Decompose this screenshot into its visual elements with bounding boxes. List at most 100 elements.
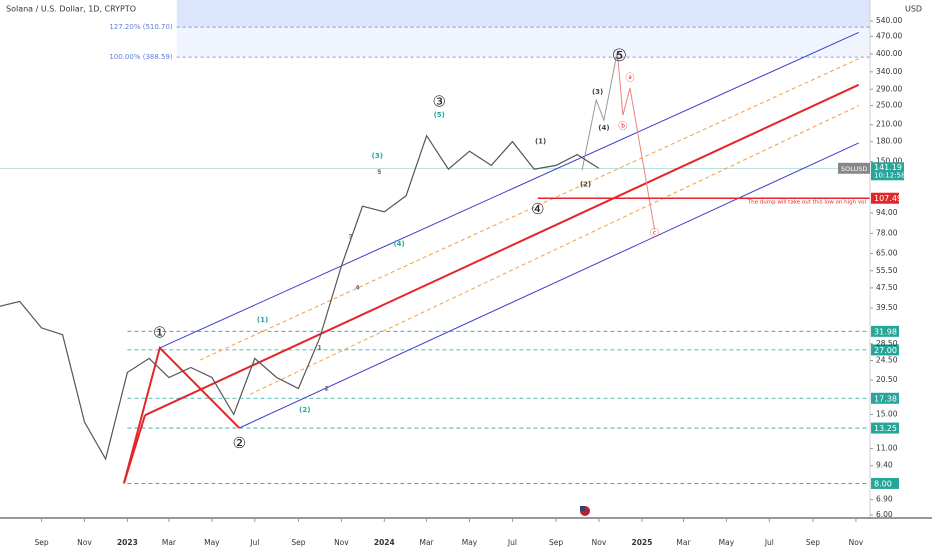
plot-area [0, 0, 870, 484]
y-tick-label: 65.00 [876, 248, 898, 257]
y-tick-label: 9.40 [876, 461, 893, 470]
x-tick-label: Nov [592, 538, 607, 547]
y-tick-label: 47.50 [876, 283, 898, 292]
fib-zone [176, 0, 870, 28]
wave-label: (5) [434, 111, 445, 119]
wave-label: (1) [535, 138, 546, 146]
y-tick-label: 94.00 [876, 208, 898, 217]
x-tick-label: Jul [507, 538, 517, 547]
drawing-line [122, 345, 241, 484]
level-tag-label: 17.38 [874, 394, 897, 403]
y-tick-label: 78.00 [876, 228, 898, 237]
y-tick-label: 11.00 [876, 443, 898, 452]
price-axis [870, 0, 932, 518]
drawing-line [239, 142, 859, 429]
wave-label: (4) [598, 124, 609, 132]
wave-label: ③ [432, 93, 445, 111]
low-line-tag [871, 192, 899, 204]
wave-label: 1 [317, 344, 321, 351]
wave-label: (2) [299, 406, 310, 414]
x-tick-label: Nov [77, 538, 92, 547]
fib-label: 100.00% (388.59) [109, 53, 173, 61]
x-tick-label: Mar [419, 538, 434, 547]
y-tick-label: 6.90 [876, 495, 893, 504]
level-tag [871, 344, 899, 356]
level-tag [871, 392, 899, 404]
y-tick-label: 28.50 [876, 339, 898, 348]
wave-label: ⓒ [650, 228, 659, 239]
x-tick-label: May [204, 538, 220, 547]
wave-label: ① [153, 323, 166, 341]
event-flag-canton [580, 506, 585, 511]
y-tick-label: 250.00 [876, 101, 902, 110]
x-tick-label: Jul [764, 538, 774, 547]
y-tick-label: 150.00 [876, 157, 902, 166]
y-tick-label: 15.00 [876, 409, 898, 418]
level-tag-label: 13.25 [874, 424, 897, 433]
axis-layer: 31.98 27.00 17.38 13.25 8.00 540.00 470.00 400.… [870, 16, 905, 519]
x-tick-label: Nov [334, 538, 349, 547]
price-line [0, 134, 600, 461]
y-tick-label: 470.00 [876, 31, 902, 40]
wave-label: 5 [377, 169, 381, 176]
y-tick-label: 55.50 [876, 266, 898, 275]
y-tick-label: 400.00 [876, 49, 902, 58]
wave-label: ② [233, 434, 246, 452]
x-tick-label: Jul [249, 538, 259, 547]
wave-label: ④ [531, 200, 544, 218]
level-tag [871, 422, 899, 434]
drawing-line [159, 31, 859, 349]
x-tick-label: Sep [34, 538, 48, 547]
x-tick-label: Nov [849, 538, 864, 547]
level-tag [871, 325, 899, 337]
wave-label: (1) [257, 316, 268, 324]
chart-title: Solana / U.S. Dollar, 1D, CRYPTO [6, 5, 136, 14]
y-tick-label: 540.00 [876, 16, 902, 25]
x-tick-label: Mar [676, 538, 691, 547]
x-tick-label: Sep [291, 538, 305, 547]
x-tick-label: 2025 [632, 538, 653, 547]
countdown-label: 10:12:58 [874, 171, 905, 179]
drawing-line [122, 414, 146, 484]
symbol-tag-label: SOLUSD [841, 165, 867, 173]
y-tick-label: 20.50 [876, 375, 898, 384]
low-line-note: The dump will take out this low on high … [747, 200, 867, 206]
last-price-tag [871, 162, 904, 181]
drawing-line [616, 52, 656, 230]
y-tick-label: 290.00 [876, 84, 902, 93]
x-tick-label: 2024 [374, 538, 395, 547]
x-tick-label: Mar [162, 538, 177, 547]
wave-label: 3 [348, 234, 352, 241]
wave-label: ⓑ [618, 121, 627, 132]
y-tick-label: 340.00 [876, 67, 902, 76]
wave-label: (2) [580, 180, 591, 188]
y-tick-label: 180.00 [876, 137, 902, 146]
wave-label: 2 [325, 386, 329, 393]
drawing-line [249, 105, 859, 395]
wave-label: ⓐ [625, 73, 634, 84]
level-tag [871, 477, 899, 489]
wave-label: (4) [393, 240, 404, 248]
drawing-line [581, 52, 618, 171]
x-tick-label: 2023 [117, 538, 138, 547]
y-tick-label: 24.50 [876, 356, 898, 365]
wave-label: (3) [372, 152, 383, 160]
wave-label: ⑤ [612, 46, 627, 66]
low-line-tag-label: 107.49 [874, 194, 902, 203]
last-price-label: 141.19 [874, 163, 902, 172]
x-tick-label: May [462, 538, 478, 547]
x-tick-label: May [719, 538, 735, 547]
drawing-line [199, 58, 859, 361]
y-tick-label: 6.00 [876, 510, 893, 519]
level-tag-label: 31.98 [874, 327, 897, 336]
drawing-line [144, 83, 860, 417]
axis-unit: USD [905, 5, 922, 14]
symbol-tag [838, 162, 870, 174]
level-tag-label: 8.00 [874, 479, 892, 488]
fib-label: 127.20% (510.70) [109, 23, 173, 31]
y-tick-label: 210.00 [876, 120, 902, 129]
level-tag-label: 27.00 [874, 346, 897, 355]
wave-label: (3) [592, 88, 603, 96]
